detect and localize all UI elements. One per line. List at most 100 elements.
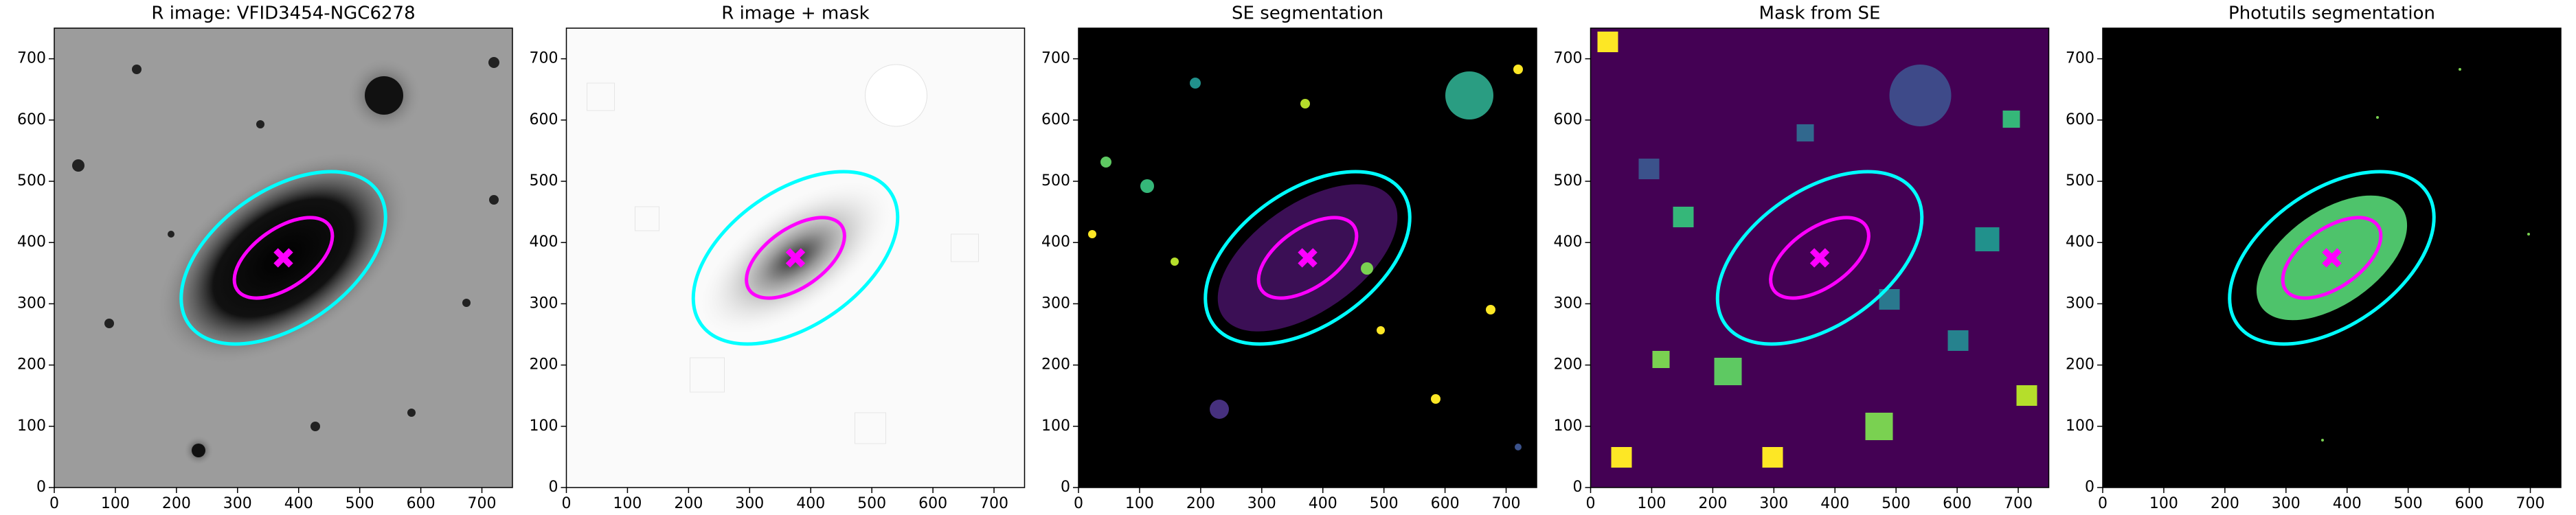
aperture-ellipse [745,216,846,300]
x-tick-label: 500 [2394,495,2423,512]
x-tick-label: 200 [2211,495,2239,512]
axes-frame [54,27,513,488]
axes-frame [1590,27,2050,488]
x-tick-label: 200 [1698,495,1727,512]
y-tick-label: 700 [1554,50,1583,67]
y-tick-label: 100 [1041,417,1070,435]
x-tick-label: 100 [613,495,642,512]
x-tick-label: 500 [1882,495,1910,512]
y-tick-label: 0 [1573,479,1583,496]
aperture-ellipse [2281,216,2383,300]
aperture-ellipse [1256,216,1359,300]
y-tick-label: 300 [530,295,558,312]
y-tick-label: 300 [2066,295,2094,312]
y-tick-label: 100 [17,417,46,435]
y-tick-label: 600 [1041,111,1070,128]
y-tick-label: 600 [2066,111,2094,128]
y-tick-label: 600 [530,111,558,128]
panel-title: R image: VFID3454-NGC6278 [151,3,415,24]
x-tick-label: 400 [796,495,825,512]
y-tick-label: 200 [1041,356,1070,374]
x-tick-label: 600 [407,495,436,512]
x-tick-label: 400 [1309,495,1337,512]
y-tick-label: 400 [1554,233,1583,251]
y-tick-label: 700 [17,50,46,67]
y-tick-label: 200 [1554,356,1583,374]
x-tick-label: 400 [1820,495,1849,512]
aperture-ellipse [1715,170,1924,346]
x-tick-label: 700 [980,495,1008,512]
y-tick-label: 700 [530,50,558,67]
panel-title: Photutils segmentation [2228,3,2435,24]
y-tick-label: 400 [1041,233,1070,251]
panel-title: R image + mask [721,3,870,24]
y-tick-label: 0 [549,479,558,496]
aperture-ellipse [2228,170,2436,346]
center-marker [273,248,293,268]
x-tick-label: 700 [2516,495,2545,512]
aperture-ellipse [1204,170,1412,346]
x-tick-label: 400 [284,495,313,512]
x-tick-label: 600 [2455,495,2484,512]
y-tick-label: 600 [17,111,46,128]
x-tick-label: 0 [49,495,59,512]
y-tick-label: 500 [1554,172,1583,190]
y-tick-label: 100 [530,417,558,435]
y-tick-label: 600 [1554,111,1583,128]
x-tick-label: 100 [1637,495,1666,512]
x-tick-label: 600 [918,495,947,512]
axes-frame [1078,27,1537,488]
x-tick-label: 300 [1759,495,1788,512]
x-tick-label: 300 [2272,495,2301,512]
panel-title: SE segmentation [1232,3,1383,24]
x-tick-label: 200 [1186,495,1215,512]
x-tick-label: 0 [1586,495,1596,512]
y-tick-label: 300 [1554,295,1583,312]
y-tick-label: 0 [1061,479,1070,496]
x-tick-label: 0 [1074,495,1083,512]
panel-title: Mask from SE [1759,3,1881,24]
y-tick-label: 400 [2066,233,2094,251]
x-tick-label: 500 [1370,495,1399,512]
y-tick-label: 500 [17,172,46,190]
y-tick-label: 300 [17,295,46,312]
x-tick-label: 500 [346,495,374,512]
x-tick-label: 600 [1943,495,1971,512]
x-tick-label: 300 [1247,495,1276,512]
y-tick-label: 700 [1041,50,1070,67]
x-tick-label: 100 [1125,495,1154,512]
aperture-ellipse [232,216,335,300]
y-tick-label: 200 [530,356,558,374]
y-tick-label: 200 [2066,356,2094,374]
axes-frame [2102,27,2562,488]
y-tick-label: 500 [1041,172,1070,190]
aperture-ellipse [691,170,900,346]
x-tick-label: 100 [101,495,130,512]
x-tick-label: 300 [223,495,252,512]
x-tick-label: 0 [2098,495,2108,512]
x-tick-label: 100 [2149,495,2178,512]
center-marker [2322,248,2342,268]
center-marker [785,248,806,268]
y-tick-label: 200 [17,356,46,374]
y-tick-label: 100 [1554,417,1583,435]
x-tick-label: 700 [468,495,497,512]
aperture-ellipse [1769,216,1871,300]
center-marker [1809,248,1830,268]
axes-frame [565,27,1026,488]
y-tick-label: 500 [530,172,558,190]
x-tick-label: 200 [674,495,703,512]
x-tick-label: 200 [162,495,191,512]
y-tick-label: 300 [1041,295,1070,312]
x-tick-label: 300 [735,495,764,512]
x-tick-label: 700 [1492,495,1521,512]
x-tick-label: 400 [2333,495,2362,512]
x-tick-label: 600 [1431,495,1460,512]
center-marker [1298,248,1318,268]
y-tick-label: 700 [2066,50,2094,67]
x-tick-label: 700 [2004,495,2033,512]
x-tick-label: 500 [857,495,886,512]
y-tick-label: 500 [2066,172,2094,190]
